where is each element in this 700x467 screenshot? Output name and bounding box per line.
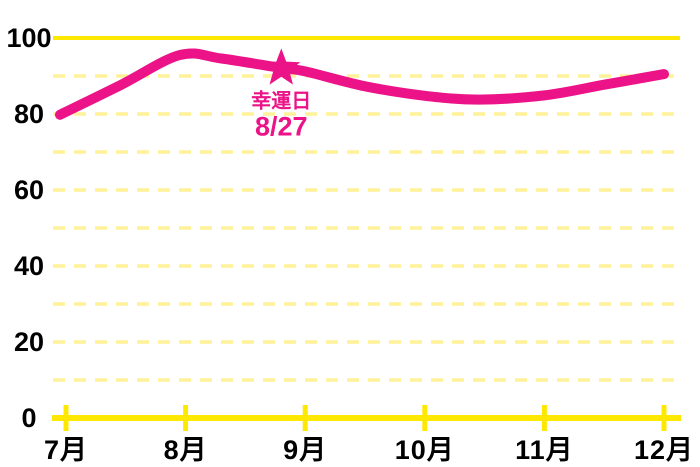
y-axis-label: 100 bbox=[6, 23, 51, 53]
lucky-day-date: 8/27 bbox=[255, 111, 308, 141]
x-axis-label: 7月 bbox=[44, 435, 88, 465]
x-axis-label: 11月 bbox=[515, 435, 574, 465]
y-axis-label: 80 bbox=[14, 99, 44, 129]
fortune-line bbox=[55, 48, 669, 120]
y-axis-label: 60 bbox=[14, 175, 44, 205]
x-axis-label: 8月 bbox=[164, 435, 208, 465]
lucky-day-label: 幸運日 bbox=[251, 89, 311, 112]
y-axis-label: 40 bbox=[14, 251, 44, 281]
x-axis-label: 9月 bbox=[283, 435, 327, 465]
lucky-day-star-icon bbox=[262, 48, 301, 85]
x-axis-label: 12月 bbox=[634, 435, 694, 465]
x-axis-label: 10月 bbox=[395, 435, 455, 465]
y-axis-label: 20 bbox=[14, 327, 44, 357]
y-axis-label: 0 bbox=[21, 403, 36, 433]
